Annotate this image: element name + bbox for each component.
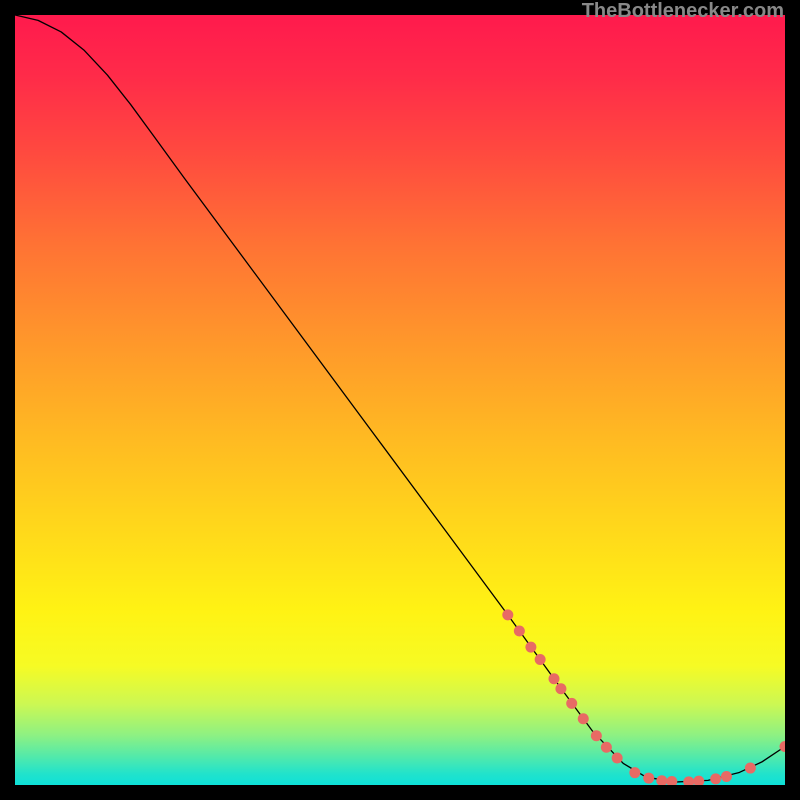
data-marker	[555, 683, 566, 694]
data-marker	[591, 730, 602, 741]
data-marker	[612, 753, 623, 764]
gradient-background	[15, 15, 785, 785]
data-marker	[745, 763, 756, 774]
data-marker	[566, 698, 577, 709]
data-marker	[629, 767, 640, 778]
data-marker	[502, 609, 513, 620]
data-marker	[578, 713, 589, 724]
watermark-text: TheBottlenecker.com	[582, 0, 784, 23]
data-marker	[721, 771, 732, 782]
data-marker	[535, 654, 546, 665]
chart-stage: TheBottlenecker.com	[0, 0, 800, 800]
data-marker	[525, 642, 536, 653]
data-marker	[710, 773, 721, 784]
data-marker	[601, 742, 612, 753]
bottleneck-curve-chart	[15, 15, 785, 785]
data-marker	[643, 773, 654, 784]
data-marker	[549, 673, 560, 684]
data-marker	[514, 626, 525, 637]
